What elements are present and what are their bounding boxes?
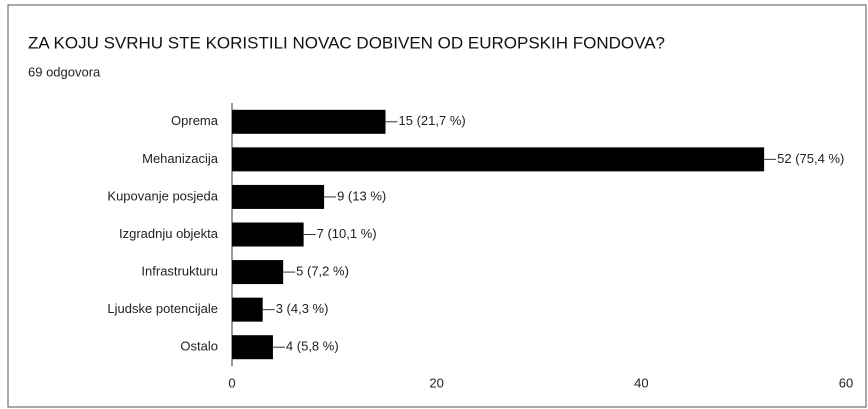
chart-title: ZA KOJU SVRHU STE KORISTILI NOVAC DOBIVE… [28, 33, 665, 52]
x-tick-label: 60 [839, 375, 853, 390]
x-tick-label: 20 [429, 375, 443, 390]
y-tick-label: Ostalo [180, 339, 218, 354]
data-label: 4 (5,8 %) [286, 339, 339, 354]
bar [232, 147, 765, 172]
bar [232, 297, 263, 322]
bar [232, 260, 284, 285]
y-tick-label: Kupovanje posjeda [107, 188, 218, 203]
bar [232, 222, 304, 247]
y-tick-label: Ljudske potencijale [107, 301, 218, 316]
bar [232, 109, 386, 134]
chart-subtitle: 69 odgovora [28, 64, 101, 79]
bar [232, 335, 273, 360]
data-label: 7 (10,1 %) [317, 226, 377, 241]
bar [232, 184, 325, 209]
data-label: 3 (4,3 %) [276, 301, 329, 316]
y-tick-label: Infrastrukturu [141, 264, 218, 279]
chart-frame [7, 4, 867, 408]
data-label: 9 (13 %) [337, 188, 386, 203]
x-tick-label: 0 [228, 375, 235, 390]
data-label: 52 (75,4 %) [777, 151, 844, 166]
y-tick-label: Mehanizacija [142, 151, 219, 166]
y-tick-label: Izgradnju objekta [119, 226, 219, 241]
x-tick-label: 40 [634, 375, 648, 390]
data-label: 5 (7,2 %) [296, 264, 349, 279]
data-label: 15 (21,7 %) [399, 113, 466, 128]
y-tick-label: Oprema [171, 113, 219, 128]
